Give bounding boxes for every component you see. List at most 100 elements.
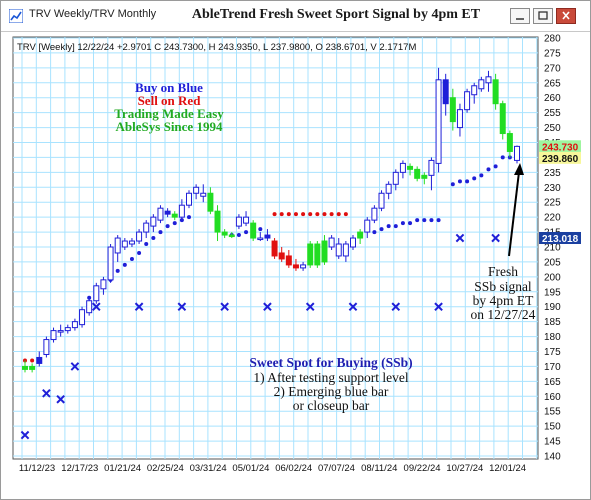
x-marker-stroke [220,302,229,312]
candle [292,258,299,271]
candle-body [392,171,399,185]
candle [200,184,207,203]
resistance-dot [286,212,291,217]
resistance-dots [23,212,348,363]
candle [114,235,121,262]
legend-since: AbleSys Since 1994 [116,119,223,134]
candle [250,220,257,242]
support-dot [479,173,484,178]
candle-body [471,85,478,96]
candle [186,190,192,209]
support-dot [400,221,405,226]
candle [271,238,278,259]
candle-body [164,210,171,215]
candle-body [300,264,307,269]
candle [164,208,171,218]
candle-body [449,97,456,123]
x-marker [348,302,358,312]
sweet-spot-annotation: Sweet Spot for Buying (SSb) 1) After tes… [249,355,412,413]
y-tick-label: 185 [544,317,561,328]
support-dot [258,227,263,232]
y-tick-label: 195 [544,287,561,298]
support-dot [429,218,434,223]
app-icon [9,9,23,23]
y-tick-label: 255 [544,108,561,119]
support-dot [472,176,477,181]
fresh-line-2: SSb signal [474,279,532,294]
candle [449,88,456,131]
minimize-button[interactable] [510,8,530,24]
candle-body [285,255,292,266]
candle-body [464,91,471,111]
candle-body [79,309,86,326]
x-marker-stroke [177,302,187,312]
candle [278,247,285,262]
candle [485,70,492,92]
y-tick-label: 155 [544,407,561,418]
maximize-button[interactable] [533,8,553,24]
candle [342,241,349,262]
x-marker [434,302,443,312]
candle-body [250,222,257,239]
candle-body [414,168,421,179]
y-tick-label: 280 [544,34,561,45]
candle [121,238,128,250]
x-marker [56,394,65,404]
support-dot [386,224,391,229]
support-dot [493,164,498,169]
title-bar[interactable]: TRV Weekly/TRV Monthly AbleTrend Fresh S… [1,1,590,32]
x-markers [20,233,500,440]
candle-body [499,103,506,135]
candle-body [385,183,392,194]
support-dot [244,230,249,235]
candle-body [407,165,414,170]
y-tick-label: 270 [544,63,561,74]
signal-arrow [508,171,520,257]
close-button[interactable] [556,8,576,24]
x-marker [20,430,30,440]
candle-body [514,145,520,161]
x-marker [42,388,51,398]
candle [285,249,292,268]
x-marker-stroke [455,233,465,243]
candle [492,73,499,110]
y-tick-label: 220 [544,213,561,224]
fresh-line-1: Fresh [488,264,518,279]
candle-body [228,234,235,238]
candle-body [442,79,449,105]
candle [143,220,150,239]
chart-tab-title[interactable]: TRV Weekly/TRV Monthly [29,8,157,20]
candle [22,360,28,373]
candle-body [307,243,314,266]
candle-body [243,216,250,224]
support-dot [457,179,462,184]
candle [264,229,271,242]
candle-body [278,252,285,260]
resistance-dot [308,212,313,217]
legend-buy: Buy on Blue [135,80,203,95]
y-tick-label: 175 [544,347,561,358]
candle-body [478,79,485,90]
support-dot [137,250,142,255]
candle [442,73,449,116]
candle [214,205,221,242]
candle [243,211,250,227]
price-chart[interactable]: 140 145 150 155 160 165 170 175 180 185 190 195 200 2… [1,32,590,499]
support-dot [500,155,505,160]
candle [335,238,342,259]
support-dot [408,221,413,226]
x-tick-label: 03/31/24 [190,463,227,474]
y-tick-label: 235 [544,168,561,179]
close-icon [562,11,570,20]
resistance-dot [279,212,284,217]
candle-body [428,159,435,176]
y-tick-label: 190 [544,302,561,313]
candle [300,261,307,271]
candle [86,297,93,316]
y-tick-label: 260 [544,93,561,104]
price-badge-box [539,231,581,244]
candle [257,232,264,242]
candle [364,217,371,239]
